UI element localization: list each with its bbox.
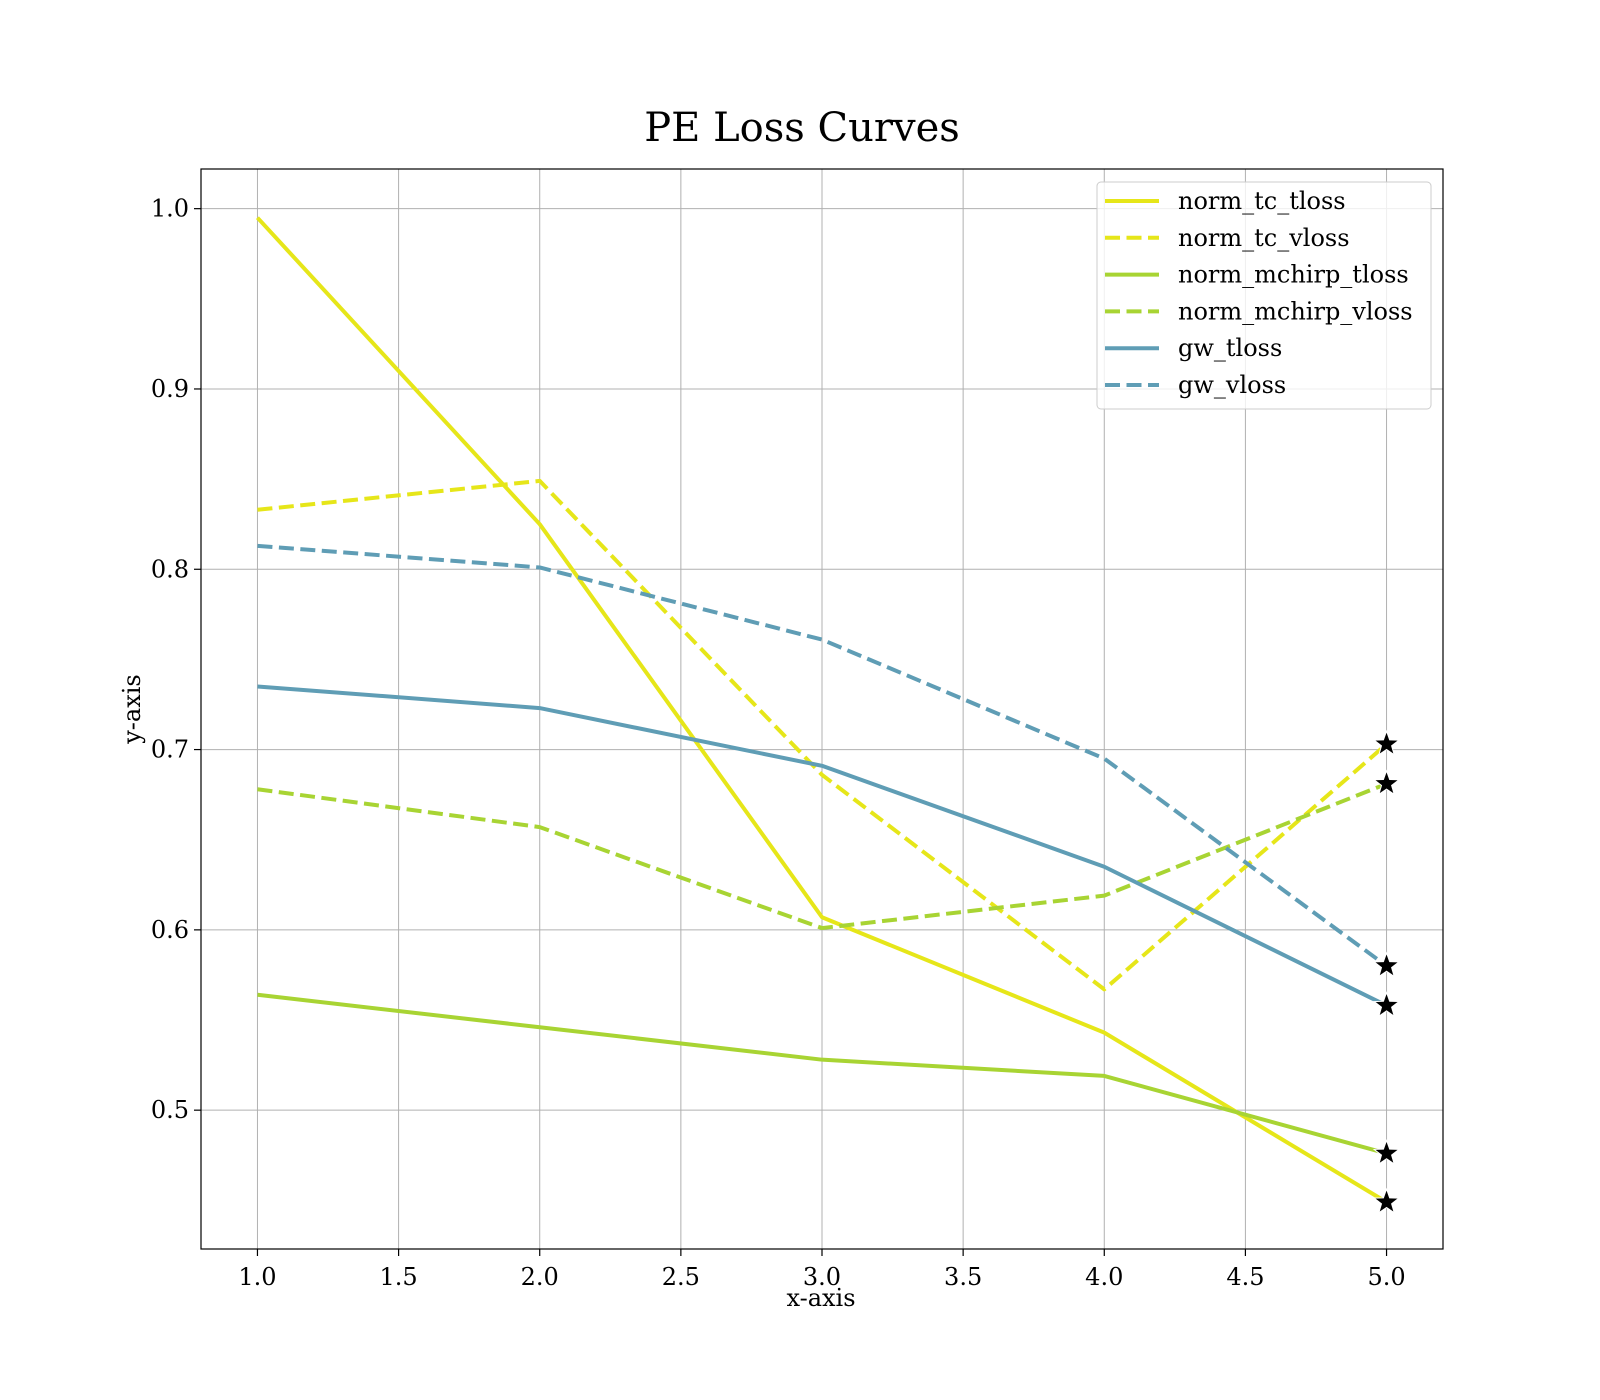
end-markers	[1372, 729, 1401, 1214]
series-line-gw_vloss	[257, 543, 1388, 968]
series-line-norm_tc_tloss	[255, 216, 1388, 1204]
legend-label-norm_mchirp_vloss: norm_mchirp_vloss	[1178, 297, 1413, 325]
star-marker-gw_tloss	[1372, 991, 1401, 1018]
y-tick-label: 0.7	[151, 736, 189, 764]
series-line-norm_mchirp_vloss	[257, 781, 1388, 931]
x-tick-label: 3.0	[803, 1263, 841, 1291]
y-axis-label: y-axis	[118, 674, 146, 745]
star-marker-gw_vloss	[1372, 951, 1401, 978]
series-line-gw_tloss	[257, 684, 1388, 1008]
series-line-norm_mchirp_tloss	[257, 992, 1388, 1156]
legend: norm_tc_tloss norm_tc_vloss norm_mchirp_tl…	[1096, 181, 1432, 410]
star-marker-norm_mchirp_tloss	[1372, 1138, 1401, 1166]
chart-title: PE Loss Curves	[644, 105, 960, 151]
legend-label-norm_mchirp_tloss: norm_mchirp_tloss	[1178, 261, 1409, 289]
x-tick-label: 1.0	[238, 1263, 276, 1291]
x-tick-label: 4.5	[1226, 1263, 1264, 1291]
x-tick-label: 5.0	[1367, 1263, 1405, 1291]
series-layer	[255, 216, 1388, 1204]
x-tick-label: 1.5	[380, 1263, 418, 1291]
star-marker-norm_tc_vloss	[1372, 729, 1401, 756]
x-tick-label: 4.0	[1085, 1263, 1123, 1291]
y-axis-ticks: 0.5 0.6 0.7 0.8 0.9 1.0	[151, 195, 201, 1124]
y-tick-label: 0.6	[151, 916, 189, 944]
x-axis-label: x-axis	[786, 1284, 855, 1312]
x-axis-ticks: 1.0 1.5 2.0 2.5 3.0 3.5 4.0 4.5 5.0	[238, 1249, 1406, 1291]
y-tick-label: 1.0	[151, 195, 189, 223]
star-marker-norm_mchirp_vloss	[1372, 769, 1401, 796]
x-tick-label: 2.0	[521, 1263, 559, 1291]
y-tick-label: 0.5	[151, 1096, 189, 1124]
y-tick-label: 0.8	[151, 555, 189, 583]
legend-label-gw_vloss: gw_vloss	[1178, 371, 1286, 399]
y-tick-label: 0.9	[151, 375, 189, 403]
legend-label-norm_tc_vloss: norm_tc_vloss	[1178, 224, 1350, 252]
legend-label-gw_tloss: gw_tloss	[1178, 334, 1282, 362]
legend-box	[1096, 181, 1432, 410]
series-line-norm_tc_vloss	[257, 478, 1388, 992]
x-tick-label: 3.5	[944, 1263, 982, 1291]
legend-label-norm_tc_tloss: norm_tc_tloss	[1178, 187, 1346, 215]
star-marker-norm_tc_tloss	[1372, 1187, 1401, 1214]
x-tick-label: 2.5	[662, 1263, 700, 1291]
